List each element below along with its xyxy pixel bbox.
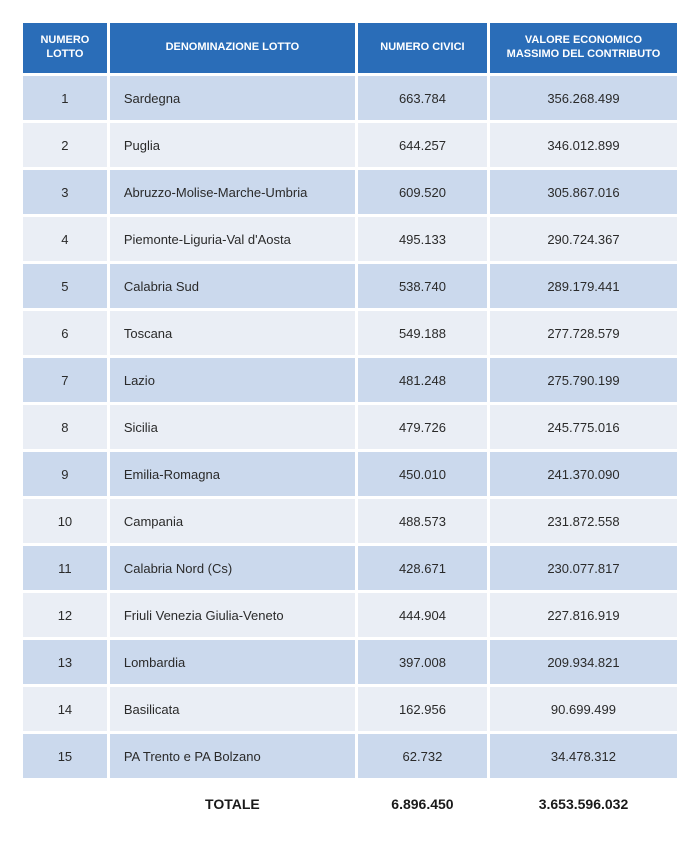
table-body: 1Sardegna663.784356.268.4992Puglia644.25… (23, 76, 677, 778)
cell-civici: 62.732 (358, 734, 487, 778)
cell-numero: 11 (23, 546, 107, 590)
lotti-table: NUMERO LOTTO DENOMINAZIONE LOTTO NUMERO … (20, 20, 680, 830)
header-row: NUMERO LOTTO DENOMINAZIONE LOTTO NUMERO … (23, 23, 677, 73)
cell-numero: 9 (23, 452, 107, 496)
cell-valore: 245.775.016 (490, 405, 677, 449)
footer-civici: 6.896.450 (358, 781, 487, 827)
cell-valore: 277.728.579 (490, 311, 677, 355)
cell-numero: 6 (23, 311, 107, 355)
table-row: 14Basilicata162.95690.699.499 (23, 687, 677, 731)
cell-civici: 444.904 (358, 593, 487, 637)
cell-denom: Sardegna (110, 76, 355, 120)
cell-valore: 90.699.499 (490, 687, 677, 731)
cell-valore: 209.934.821 (490, 640, 677, 684)
cell-numero: 12 (23, 593, 107, 637)
cell-numero: 8 (23, 405, 107, 449)
cell-denom: Abruzzo-Molise-Marche-Umbria (110, 170, 355, 214)
cell-valore: 275.790.199 (490, 358, 677, 402)
cell-civici: 495.133 (358, 217, 487, 261)
table-row: 8Sicilia479.726245.775.016 (23, 405, 677, 449)
table-row: 7Lazio481.248275.790.199 (23, 358, 677, 402)
cell-denom: Piemonte-Liguria-Val d'Aosta (110, 217, 355, 261)
cell-civici: 428.671 (358, 546, 487, 590)
cell-denom: Sicilia (110, 405, 355, 449)
cell-civici: 162.956 (358, 687, 487, 731)
cell-civici: 663.784 (358, 76, 487, 120)
cell-valore: 241.370.090 (490, 452, 677, 496)
cell-numero: 1 (23, 76, 107, 120)
cell-numero: 4 (23, 217, 107, 261)
cell-denom: Basilicata (110, 687, 355, 731)
header-denom: DENOMINAZIONE LOTTO (110, 23, 355, 73)
cell-valore: 231.872.558 (490, 499, 677, 543)
table-row: 3Abruzzo-Molise-Marche-Umbria609.520305.… (23, 170, 677, 214)
cell-civici: 479.726 (358, 405, 487, 449)
cell-numero: 13 (23, 640, 107, 684)
cell-civici: 481.248 (358, 358, 487, 402)
table-row: 13Lombardia397.008209.934.821 (23, 640, 677, 684)
footer-row: TOTALE 6.896.450 3.653.596.032 (23, 781, 677, 827)
header-numero: NUMERO LOTTO (23, 23, 107, 73)
cell-denom: Campania (110, 499, 355, 543)
cell-valore: 356.268.499 (490, 76, 677, 120)
cell-numero: 3 (23, 170, 107, 214)
table-row: 4Piemonte-Liguria-Val d'Aosta495.133290.… (23, 217, 677, 261)
cell-numero: 7 (23, 358, 107, 402)
header-valore: VALORE ECONOMICO MASSIMO DEL CONTRIBUTO (490, 23, 677, 73)
cell-denom: Lazio (110, 358, 355, 402)
cell-civici: 397.008 (358, 640, 487, 684)
cell-valore: 227.816.919 (490, 593, 677, 637)
table-row: 2Puglia644.257346.012.899 (23, 123, 677, 167)
cell-denom: Friuli Venezia Giulia-Veneto (110, 593, 355, 637)
cell-valore: 305.867.016 (490, 170, 677, 214)
cell-denom: Puglia (110, 123, 355, 167)
table-row: 15PA Trento e PA Bolzano62.73234.478.312 (23, 734, 677, 778)
footer-valore: 3.653.596.032 (490, 781, 677, 827)
cell-numero: 5 (23, 264, 107, 308)
footer-label: TOTALE (110, 781, 355, 827)
cell-denom: Calabria Nord (Cs) (110, 546, 355, 590)
cell-denom: Toscana (110, 311, 355, 355)
cell-civici: 644.257 (358, 123, 487, 167)
table-row: 9Emilia-Romagna450.010241.370.090 (23, 452, 677, 496)
cell-civici: 488.573 (358, 499, 487, 543)
cell-denom: Calabria Sud (110, 264, 355, 308)
header-civici: NUMERO CIVICI (358, 23, 487, 73)
cell-valore: 230.077.817 (490, 546, 677, 590)
cell-numero: 14 (23, 687, 107, 731)
table-row: 1Sardegna663.784356.268.499 (23, 76, 677, 120)
cell-valore: 346.012.899 (490, 123, 677, 167)
table-row: 12Friuli Venezia Giulia-Veneto444.904227… (23, 593, 677, 637)
footer-empty (23, 781, 107, 827)
cell-civici: 609.520 (358, 170, 487, 214)
cell-valore: 34.478.312 (490, 734, 677, 778)
table-row: 11Calabria Nord (Cs)428.671230.077.817 (23, 546, 677, 590)
table-row: 6Toscana549.188277.728.579 (23, 311, 677, 355)
table-row: 5Calabria Sud538.740289.179.441 (23, 264, 677, 308)
cell-valore: 290.724.367 (490, 217, 677, 261)
cell-denom: PA Trento e PA Bolzano (110, 734, 355, 778)
cell-civici: 450.010 (358, 452, 487, 496)
cell-numero: 2 (23, 123, 107, 167)
cell-civici: 538.740 (358, 264, 487, 308)
table-row: 10Campania488.573231.872.558 (23, 499, 677, 543)
cell-denom: Lombardia (110, 640, 355, 684)
cell-denom: Emilia-Romagna (110, 452, 355, 496)
cell-civici: 549.188 (358, 311, 487, 355)
cell-numero: 15 (23, 734, 107, 778)
cell-valore: 289.179.441 (490, 264, 677, 308)
cell-numero: 10 (23, 499, 107, 543)
